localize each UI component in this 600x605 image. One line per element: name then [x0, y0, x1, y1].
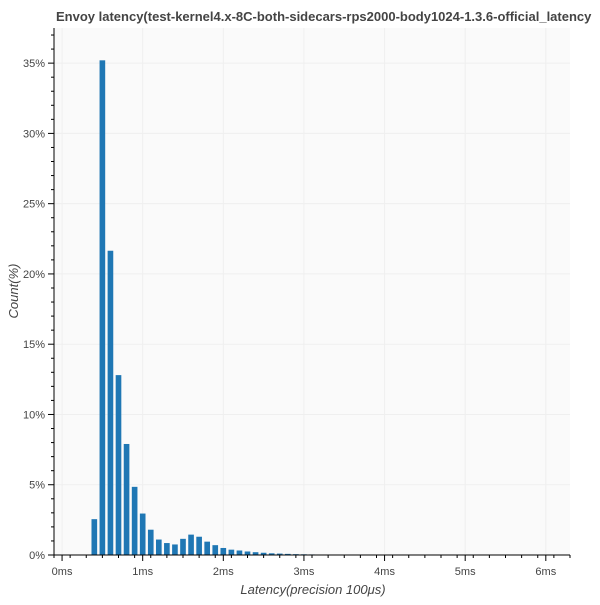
- histogram-bar: [155, 539, 162, 555]
- y-tick-label: 35%: [23, 58, 45, 70]
- y-tick-label: 25%: [23, 199, 45, 211]
- x-tick-label: 1ms: [132, 566, 153, 578]
- x-ticks: 0ms 1ms 2ms 3ms 4ms 5ms 6ms: [52, 555, 571, 578]
- histogram-bar: [244, 551, 251, 555]
- x-axis-label: Latency(precision 100μs): [240, 582, 385, 597]
- x-tick-label: 3ms: [294, 566, 315, 578]
- x-tick-label: 2ms: [213, 566, 234, 578]
- x-tick-label: 4ms: [374, 566, 395, 578]
- histogram-bar: [276, 553, 283, 555]
- grid-layer: [54, 28, 570, 556]
- histogram-bar: [236, 550, 243, 555]
- chart-title: Envoy latency(test-kernel4.x-8C-both-sid…: [56, 9, 592, 24]
- histogram-bar: [115, 375, 122, 555]
- y-axis-label: Count(%): [6, 264, 21, 319]
- y-tick-label: 0%: [29, 550, 45, 562]
- histogram-bar: [99, 60, 106, 556]
- histogram-bar: [204, 541, 211, 555]
- histogram-bar: [260, 552, 267, 555]
- x-tick-label: 5ms: [455, 566, 476, 578]
- histogram-bar: [188, 534, 194, 555]
- y-tick-label: 10%: [23, 409, 45, 421]
- x-tick-label: 6ms: [535, 566, 556, 578]
- histogram-bar: [172, 544, 178, 555]
- plot-area: [54, 28, 570, 555]
- histogram-bar: [268, 553, 275, 555]
- bars-layer: [91, 60, 356, 556]
- histogram-bar: [147, 529, 154, 555]
- histogram-bar: [252, 552, 259, 555]
- histogram-bar: [196, 536, 202, 555]
- histogram-bar: [131, 486, 138, 555]
- histogram-bar: [220, 547, 227, 555]
- histogram-bar: [91, 519, 98, 555]
- histogram-bar: [228, 549, 235, 555]
- y-tick-label: 15%: [23, 339, 45, 351]
- histogram-bar: [164, 543, 170, 555]
- x-tick-label: 0ms: [52, 566, 73, 578]
- y-tick-label: 5%: [29, 480, 45, 492]
- histogram-bar: [180, 538, 186, 555]
- histogram-bar: [284, 553, 291, 555]
- histogram-bar: [212, 545, 219, 555]
- y-tick-label: 30%: [23, 128, 45, 140]
- histogram-bar: [123, 443, 130, 555]
- histogram-bar: [139, 513, 146, 555]
- y-tick-label: 20%: [23, 269, 45, 281]
- y-ticks: 0% 5% 10% 15% 20% 25% 30% 35%: [23, 34, 54, 562]
- histogram-bar: [107, 250, 114, 555]
